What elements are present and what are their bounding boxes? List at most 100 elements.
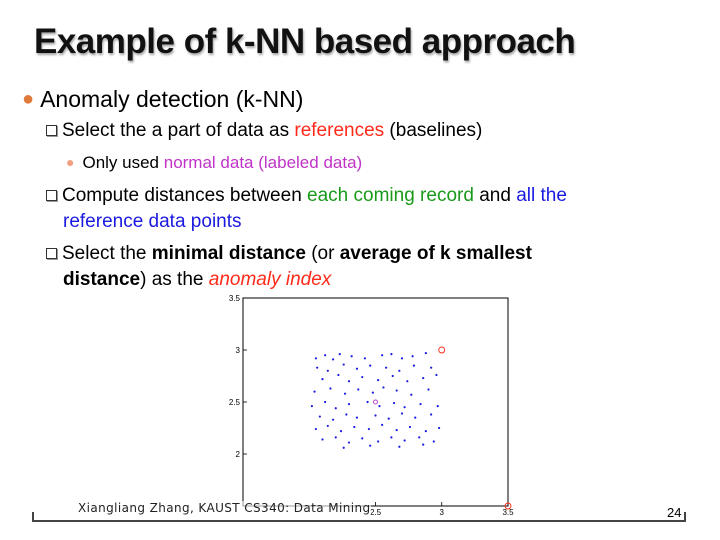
data-point-reference [424, 352, 427, 355]
sub2-highlight-2-cont: reference data points [63, 211, 242, 232]
data-point-reference [318, 415, 321, 418]
data-point-reference [382, 386, 385, 389]
data-point-reference [369, 364, 372, 367]
sub3-bold-1: minimal distance [151, 243, 306, 264]
data-point-reference [377, 379, 380, 382]
data-point-reference [390, 353, 393, 356]
data-point-reference [310, 405, 313, 408]
sub1-pre: Select the a part of data as [62, 120, 295, 141]
sub2-highlight-2: all the [516, 185, 567, 206]
data-point-reference [342, 446, 345, 449]
sub3-pre: Select the [62, 243, 152, 264]
data-point-reference [422, 376, 425, 380]
data-point-reference [334, 436, 337, 439]
bottom-divider-left-tick [32, 512, 34, 522]
sub1a-pre: Only used [82, 153, 164, 172]
data-point-reference [395, 428, 398, 432]
data-point-reference [385, 366, 388, 369]
bullet-anomaly-detection: ● Anomaly detection (k-NN) [22, 86, 303, 113]
sub3-post: ) as the [140, 269, 209, 290]
data-point-query [373, 399, 378, 405]
data-point-reference [347, 380, 351, 383]
bullet-text: Anomaly detection (k-NN) [40, 86, 304, 112]
data-point-reference [361, 375, 364, 379]
slide-title: Example of k-NN based approach [34, 22, 576, 61]
sub1a-highlight: normal data (labeled data) [163, 153, 363, 172]
data-point-reference [321, 378, 324, 381]
data-point-reference [353, 425, 356, 429]
data-point-reference [387, 417, 390, 420]
data-point-reference [432, 440, 435, 443]
plot-frame [242, 297, 509, 507]
small-dot-icon: ● [66, 154, 75, 170]
data-point-reference [395, 389, 398, 392]
sub1-highlight: references [294, 120, 385, 141]
data-point-reference [316, 366, 319, 369]
data-point-reference [314, 427, 317, 431]
x-tick-label: 3.5 [502, 508, 514, 516]
data-point-reference [326, 369, 329, 372]
sub3-bold-2: average of k smallest [339, 243, 532, 264]
data-point-reference [377, 440, 380, 443]
data-point-reference [326, 424, 329, 428]
data-point-reference [381, 423, 384, 426]
sub3-highlight: anomaly index [208, 269, 332, 290]
y-tick-label: 3.5 [229, 294, 241, 303]
sub-bullet-minimal-distance: Select the minimal distance (or average … [46, 243, 532, 265]
data-point-reference [430, 413, 433, 416]
sub3-bold-2-cont: distance [63, 269, 141, 290]
data-point-reference [324, 400, 327, 404]
scatter-plot: 3.5 3 2.5 2 2.5 3 3.5 [229, 294, 514, 516]
sub2-pre: Compute distances between [62, 185, 308, 206]
data-point-reference [412, 364, 416, 367]
data-point-anomaly [438, 346, 446, 354]
data-point-reference [398, 369, 401, 372]
data-point-reference [381, 354, 384, 357]
data-point-reference [400, 357, 404, 360]
data-point-reference [342, 363, 345, 366]
sub-bullet-references: Select the a part of data as references … [46, 120, 482, 142]
data-point-reference [392, 401, 396, 405]
data-point-reference [406, 380, 409, 383]
data-point-reference [390, 436, 393, 439]
data-point-reference [329, 387, 332, 390]
square-bullet-icon [46, 248, 57, 259]
bottom-divider-right-tick [684, 512, 686, 522]
y-tick-label: 2 [236, 450, 241, 459]
data-point-reference [350, 355, 353, 358]
sub2-mid: and [473, 185, 517, 206]
data-point-reference [367, 427, 370, 431]
data-point-reference [369, 444, 372, 447]
page-number: 24 [667, 505, 682, 520]
data-point-reference [357, 388, 360, 391]
data-point-reference [436, 405, 439, 408]
data-point-reference [339, 430, 343, 433]
data-point-reference [363, 357, 366, 360]
data-point-reference [391, 374, 394, 378]
data-point-reference [374, 414, 377, 417]
data-point-reference [334, 407, 337, 410]
data-point-reference [435, 373, 438, 377]
y-tick-label: 3 [236, 346, 241, 355]
data-point-reference [403, 406, 406, 409]
data-point-anomaly [504, 502, 512, 510]
data-point-reference [403, 439, 406, 442]
data-point-reference [355, 367, 359, 370]
data-point-reference [324, 354, 327, 357]
data-point-reference [419, 402, 422, 406]
data-point-reference [400, 412, 404, 415]
data-point-reference [414, 416, 417, 419]
data-point-reference [418, 436, 421, 439]
bullet-dot-icon: ● [22, 88, 35, 110]
data-point-reference [345, 413, 348, 416]
sub-bullet-compute-distances: Compute distances between each coming re… [46, 185, 567, 207]
data-point-reference [347, 441, 351, 444]
data-point-reference [427, 388, 430, 391]
data-point-reference [424, 430, 427, 433]
sub-sub-bullet-normal-data: ● Only used normal data (labeled data) [66, 153, 362, 173]
data-point-reference [378, 405, 381, 408]
data-point-reference [337, 373, 340, 377]
sub1-post: (baselines) [384, 120, 483, 141]
data-point-reference [361, 437, 364, 440]
sub3-mid: (or [305, 243, 340, 264]
